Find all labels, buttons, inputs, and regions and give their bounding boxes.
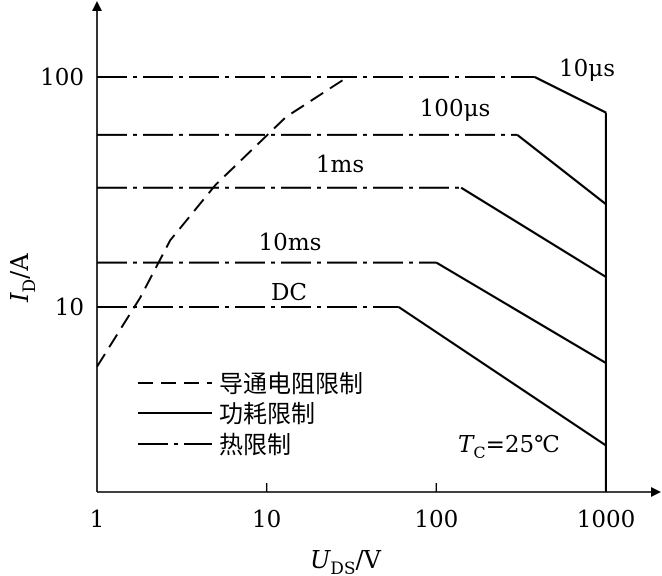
legend-label-solid: 功耗限制 <box>219 400 315 428</box>
power-limit-line-100us <box>516 134 607 206</box>
power-limit-line-1ms <box>460 186 607 278</box>
power-limit-line-10ms <box>435 261 607 365</box>
y-ticks: 10 100 <box>40 65 106 321</box>
series-label-10ms: 10ms <box>259 230 322 256</box>
x-axis-label-main: U <box>310 546 331 574</box>
series-labels: 10μs 100μs 1ms 10ms DC <box>259 56 615 306</box>
series-label-dc: DC <box>271 280 307 306</box>
temperature-annotation: TC=25℃ <box>458 432 560 462</box>
x-tick-label: 10 <box>252 507 281 533</box>
x-ticks: 1 10 100 1000 <box>90 483 636 533</box>
power-limit-line-10us <box>534 76 607 114</box>
legend-label-dashdot: 热限制 <box>219 431 291 459</box>
annotation-main: T <box>458 432 475 458</box>
y-axis-label: ID/A <box>6 253 40 303</box>
y-tick-label: 100 <box>40 65 84 91</box>
y-axis-label-sub: D <box>20 279 40 293</box>
y-axis-label-main: I <box>6 292 34 303</box>
annotation-value: =25℃ <box>486 432 560 458</box>
x-axis-label: UDS/V <box>310 546 382 576</box>
power-limit-line-dc <box>398 306 607 447</box>
legend-label-dashed: 导通电阻限制 <box>219 370 363 398</box>
annotation-sub: C <box>473 443 485 462</box>
series-label-10us: 10μs <box>559 56 615 82</box>
y-tick-label: 10 <box>55 295 84 321</box>
x-tick-label: 100 <box>414 507 458 533</box>
x-axis-label-sub: DS <box>330 559 355 576</box>
axes: 1 10 100 1000 10 100 <box>40 1 661 533</box>
series-label-1ms: 1ms <box>316 152 364 178</box>
series-label-100us: 100μs <box>420 96 491 122</box>
y-axis-label-unit: /A <box>6 253 34 279</box>
rds-on-limit-line <box>96 76 349 368</box>
x-axis-label-unit: /V <box>356 546 382 574</box>
x-tick-label: 1000 <box>577 507 636 533</box>
series-group <box>96 76 607 492</box>
x-tick-label: 1 <box>90 507 105 533</box>
